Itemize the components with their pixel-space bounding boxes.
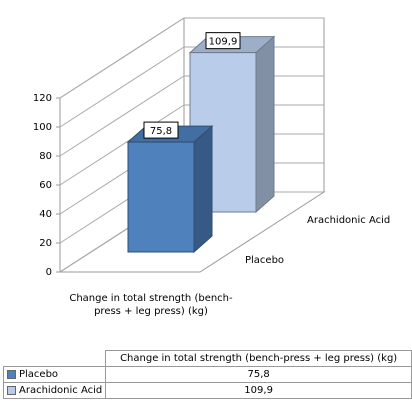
depth-label: Arachidonic Acid	[307, 215, 390, 226]
value-label: 109,9	[209, 37, 238, 48]
y-tick-label: 0	[46, 267, 52, 278]
grid-line	[59, 104, 324, 186]
legend-key	[7, 369, 16, 379]
legend-key	[7, 385, 16, 395]
value-cell: 109,9	[105, 382, 412, 399]
grid-line	[59, 46, 324, 128]
series-name: Placebo	[19, 369, 59, 380]
series-cell: Arachidonic Acid	[2, 382, 107, 399]
value-label-box	[205, 32, 241, 50]
grid-line	[59, 17, 324, 99]
y-tick-label: 40	[39, 209, 52, 220]
table-row: Placebo 75,8	[2, 366, 412, 383]
bar-side	[255, 35, 275, 214]
y-tick-label: 20	[39, 238, 52, 249]
header-cell: Change in total strength (bench-press + …	[105, 350, 412, 367]
depth-label: Placebo	[245, 255, 284, 266]
table-row: Arachidonic Acid 109,9	[2, 382, 412, 399]
y-tick-label: 80	[39, 151, 52, 162]
chart: 0 20 40 60 80 100 120 Arachidonic Acid 109,9 Plac…	[33, 17, 390, 278]
table-header: Change in total strength (bench-press + …	[3, 350, 412, 367]
empty-cell	[3, 350, 107, 367]
value-cell: 75,8	[105, 366, 412, 383]
category-label: Change in total strength (bench-press + …	[69, 293, 233, 317]
y-tick-label: 60	[39, 180, 52, 191]
bar-side	[193, 124, 213, 254]
grid-line	[59, 75, 324, 157]
bar	[127, 141, 195, 253]
value-label: 75,8	[150, 126, 172, 137]
data-table: Change in total strength (bench-press + …	[2, 350, 412, 399]
y-tick-label: 100	[33, 122, 52, 133]
series-cell: Placebo	[2, 366, 107, 383]
y-tick-label: 120	[33, 93, 52, 104]
value-label-box	[143, 121, 179, 139]
series-name: Arachidonic Acid	[19, 385, 103, 396]
